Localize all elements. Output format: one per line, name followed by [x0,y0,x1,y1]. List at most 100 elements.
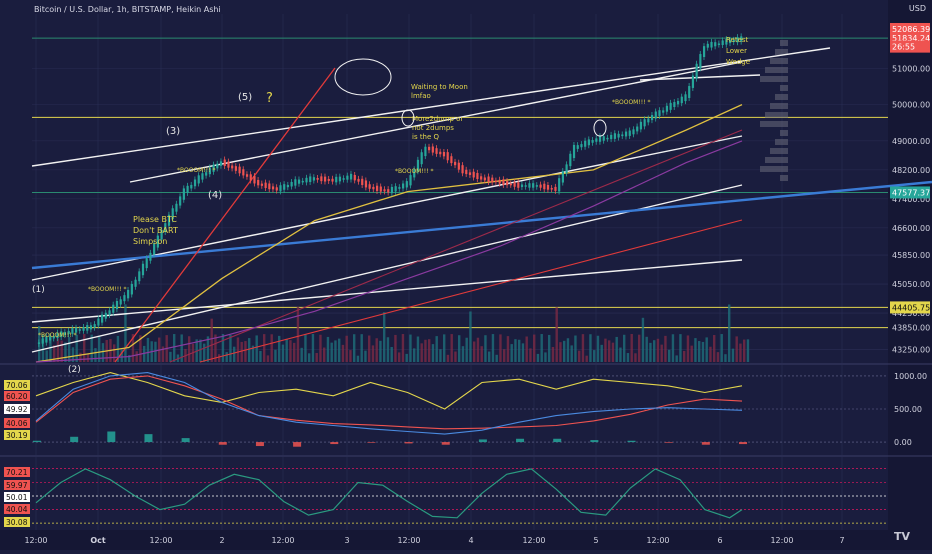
indicator2-level-label-bg [4,467,30,477]
candle-body [710,41,713,48]
volume-bar [199,339,202,362]
volume-bar [53,345,56,362]
moving-average-line [35,140,743,363]
indicator-histogram-bar [478,439,487,443]
candle-body [602,136,605,141]
x-tick-label: 12:00 [646,536,669,545]
volume-bar [90,334,93,362]
volume-bar [446,354,450,362]
volume-bar [319,334,322,362]
volume-bar [274,349,277,362]
volume-bar [596,335,600,362]
indicator-tick-label: 1000.00 [894,372,927,381]
volume-bar [386,337,390,362]
candle-body [149,252,152,261]
candle-body [572,144,576,159]
candle-body [379,186,382,192]
candle-body [208,167,211,175]
candle-body [119,299,122,305]
candle-body [349,173,353,180]
candle-body [673,102,676,107]
candle-body [465,169,468,175]
volume-bar [465,337,468,362]
volume-bar [709,346,712,362]
candle-body [546,185,550,190]
volume-bar [619,347,622,362]
candle-body [387,189,390,193]
volume-bar [559,342,562,362]
candle-body [621,134,624,137]
candle-body [390,186,394,194]
indicator-tick-label: 0.00 [894,438,912,447]
volume-bar [660,344,663,362]
volume-bar [491,334,495,362]
time-axis-background [0,530,932,550]
volume-bar [728,304,731,362]
trend-line-blue [31,180,932,270]
candle-body [580,144,583,148]
candle-body [160,229,163,240]
volume-bar [371,345,375,362]
volume-bar [743,339,746,362]
volume-bar [120,349,123,362]
volume-bar [544,352,547,362]
candle-body [587,139,590,146]
volume-bar [533,334,536,362]
candle-body [402,183,405,189]
volume-bar [225,352,228,362]
candle-body [650,115,654,121]
candle-body [405,181,408,188]
volume-bar [656,338,660,362]
indicator-level-label-bg [4,380,30,390]
volume-bar [311,334,315,362]
volume-profile-bar [765,112,788,118]
candle-body [346,175,349,180]
candle-body [628,130,631,136]
indicator-histogram-bar [441,442,450,445]
chart-annotation: *BOOOM!!! * [38,332,76,339]
tradingview-logo[interactable]: TV [894,530,911,543]
candle-body [532,183,535,188]
volume-bar [495,354,498,362]
indicator-histogram-bar [330,442,339,445]
volume-bar [604,338,607,362]
candle-body [446,152,449,161]
candle-body [305,177,308,183]
candle-body [86,325,89,331]
candle-body [156,235,159,248]
volume-bar [694,338,697,362]
x-tick-label: Oct [90,536,106,545]
volume-bar [518,339,521,362]
volume-bar [675,355,678,362]
candle-body [558,178,561,192]
price-label-background [890,301,930,314]
indicator-level-label: 49.92 [6,405,28,414]
indicator-level-label: 70.06 [6,381,28,390]
x-tick-label: 7 [839,536,844,545]
candle-body [260,183,264,186]
y-tick-label: 49000.00 [892,137,930,146]
candle-body [175,203,178,212]
y-tick-label: 44250.00 [892,309,930,318]
candle-body [569,153,572,167]
chart-annotation: not 2dumps [412,124,454,132]
candle-body [249,174,252,181]
candle-body [138,271,141,282]
candle-body [598,136,602,142]
candle-body [591,140,594,143]
candle-body [420,152,423,165]
candle-body [576,145,579,149]
candle-body [702,46,706,58]
indicator2-level-label-bg [4,517,30,527]
indicator-level-label-bg [4,430,30,440]
candle-body [610,134,613,140]
volume-bar [56,338,60,362]
indicator-histogram-bar [590,440,599,443]
candle-body [257,179,260,186]
volume-bar [356,355,360,362]
candle-body [231,165,234,169]
chart-annotation: More2dump or [412,115,463,123]
volume-bar [360,334,363,362]
